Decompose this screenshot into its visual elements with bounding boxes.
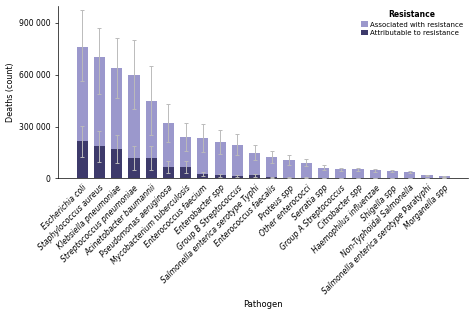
Bar	[128, 75, 139, 179]
Bar	[318, 178, 329, 179]
Bar	[94, 146, 105, 179]
Bar	[111, 68, 122, 179]
Bar	[352, 169, 364, 179]
X-axis label: Pathogen: Pathogen	[244, 301, 283, 309]
Bar	[301, 178, 312, 179]
Bar	[111, 149, 122, 179]
Bar	[249, 152, 260, 179]
Bar	[180, 137, 191, 179]
Bar	[404, 178, 415, 179]
Bar	[370, 178, 381, 179]
Bar	[232, 176, 243, 179]
Bar	[266, 157, 277, 179]
Bar	[335, 178, 346, 179]
Bar	[283, 178, 295, 179]
Bar	[232, 145, 243, 179]
Bar	[370, 170, 381, 179]
Bar	[283, 160, 295, 179]
Bar	[387, 178, 398, 179]
Bar	[94, 57, 105, 179]
Bar	[438, 176, 450, 179]
Bar	[77, 47, 88, 179]
Bar	[335, 169, 346, 179]
Bar	[352, 178, 364, 179]
Bar	[387, 171, 398, 179]
Bar	[318, 168, 329, 179]
Bar	[163, 167, 174, 179]
Bar	[146, 158, 157, 179]
Bar	[249, 175, 260, 179]
Bar	[128, 158, 139, 179]
Bar	[301, 163, 312, 179]
Bar	[266, 177, 277, 179]
Bar	[215, 142, 226, 179]
Bar	[77, 141, 88, 179]
Legend: Associated with resistance, Attributable to resistance: Associated with resistance, Attributable…	[359, 9, 465, 37]
Bar	[180, 167, 191, 179]
Bar	[215, 175, 226, 179]
Y-axis label: Deaths (count): Deaths (count)	[6, 62, 15, 122]
Bar	[197, 174, 209, 179]
Bar	[421, 175, 433, 179]
Bar	[197, 138, 209, 179]
Bar	[146, 101, 157, 179]
Bar	[404, 172, 415, 179]
Bar	[163, 123, 174, 179]
